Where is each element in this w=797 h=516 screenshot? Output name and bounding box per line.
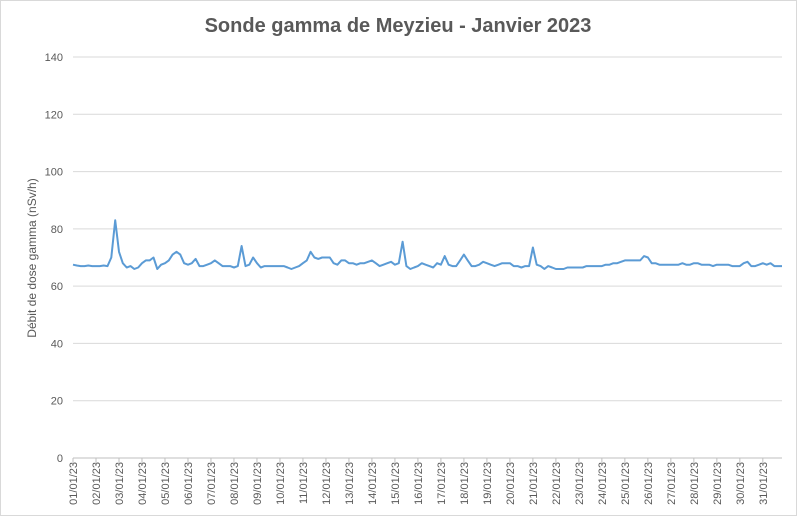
y-tick-label: 140	[45, 52, 63, 64]
x-tick-label: 10/01/23	[275, 462, 287, 505]
x-tick-label: 01/01/23	[68, 462, 80, 505]
y-tick-label: 120	[45, 109, 63, 121]
chart-title: Sonde gamma de Meyzieu - Janvier 2023	[205, 15, 592, 37]
x-tick-label: 14/01/23	[367, 462, 379, 505]
x-tick-label: 29/01/23	[712, 462, 724, 505]
x-tick-label: 23/01/23	[574, 462, 586, 505]
x-tick-label: 06/01/23	[183, 462, 195, 505]
x-tick-label: 24/01/23	[597, 462, 609, 505]
y-tick-label: 40	[51, 338, 63, 350]
x-tick-label: 02/01/23	[91, 462, 103, 505]
x-tick-label: 27/01/23	[666, 462, 678, 505]
y-tick-label: 0	[57, 453, 63, 465]
x-tick-label: 19/01/23	[482, 462, 494, 505]
x-tick-label: 05/01/23	[160, 462, 172, 505]
x-tick-label: 30/01/23	[735, 462, 747, 505]
x-tick-label: 20/01/23	[505, 462, 517, 505]
y-tick-label: 100	[45, 167, 63, 179]
x-tick-label: 15/01/23	[390, 462, 402, 505]
x-tick-label: 04/01/23	[137, 462, 149, 505]
x-tick-label: 21/01/23	[528, 462, 540, 505]
x-tick-label: 03/01/23	[114, 462, 126, 505]
x-tick-label: 31/01/23	[758, 462, 770, 505]
y-tick-label: 20	[51, 396, 63, 408]
x-tick-label: 11/01/23	[298, 462, 310, 504]
y-tick-label: 80	[51, 224, 63, 236]
x-tick-label: 28/01/23	[689, 462, 701, 505]
x-tick-label: 26/01/23	[643, 462, 655, 505]
y-axis-label: Débit de dose gamma (nSv/h)	[25, 178, 39, 337]
x-tick-label: 16/01/23	[413, 462, 425, 505]
x-tick-label: 17/01/23	[436, 462, 448, 505]
x-tick-label: 08/01/23	[229, 462, 241, 505]
data-line	[72, 219, 782, 270]
x-tick-label: 18/01/23	[459, 462, 471, 505]
x-tick-label: 07/01/23	[206, 462, 218, 505]
x-tick-label: 22/01/23	[551, 462, 563, 505]
x-tick-label: 09/01/23	[252, 462, 264, 505]
x-tick-label: 13/01/23	[344, 462, 356, 505]
y-tick-label: 60	[51, 281, 63, 293]
x-tick-label: 12/01/23	[321, 462, 333, 505]
x-tick-label: 25/01/23	[620, 462, 632, 505]
